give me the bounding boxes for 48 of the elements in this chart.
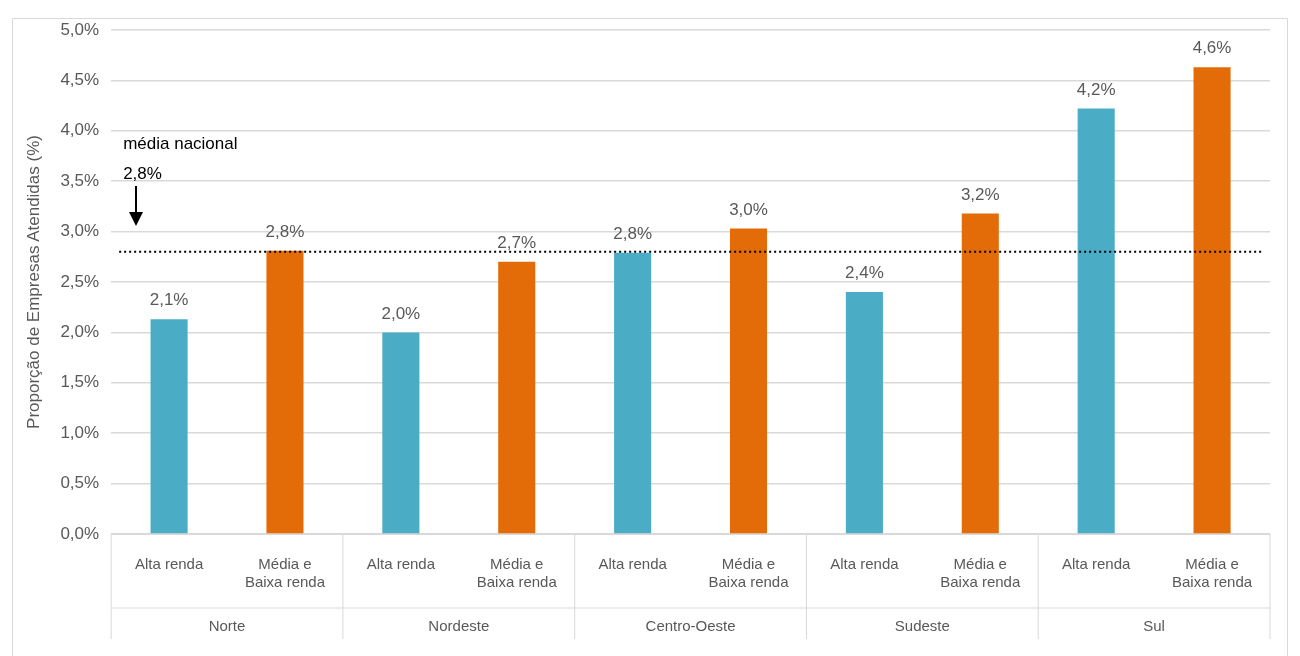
y-tick-label: 5,0%: [60, 19, 100, 39]
bar: [266, 250, 304, 534]
y-tick-label: 2,5%: [60, 271, 100, 291]
bar: [1193, 67, 1231, 534]
x-tick-label: Média e Baixa renda: [940, 555, 1021, 591]
y-tick-label: 1,0%: [60, 422, 100, 442]
x-tick-label: Alta renda: [1061, 555, 1132, 573]
ref-line-label: média nacional 2,8%: [123, 133, 238, 183]
x-tick-label: Alta renda: [134, 555, 204, 573]
x-tick-label: Média e Baixa renda: [708, 555, 790, 591]
data-label: 3,2%: [960, 184, 1000, 204]
x-tick-label: Média e Baixa renda: [244, 555, 326, 591]
x-tick-label: Média e Baixa renda: [1172, 555, 1253, 591]
text: Centro-Oeste: [645, 617, 736, 635]
data-label: 2,8%: [613, 223, 653, 243]
y-tick-label: 4,5%: [60, 70, 100, 90]
bar: [150, 319, 188, 534]
x-tick-label: Alta renda: [366, 555, 436, 573]
y-tick-label: 4,0%: [60, 120, 100, 140]
bar: [961, 213, 999, 534]
text: Nordeste: [428, 617, 490, 635]
y-tick-label: 0,0%: [60, 523, 100, 543]
data-label: 2,4%: [845, 263, 884, 283]
bar: [498, 261, 536, 534]
y-axis-title: Proporção de Empresas Atendidas (%): [23, 135, 43, 429]
bar: [614, 252, 652, 534]
x-tick-label: Alta renda: [830, 555, 900, 573]
y-tick-label: 1,5%: [60, 372, 100, 392]
x-tick-label: Alta renda: [598, 555, 668, 573]
y-tick-label: 0,5%: [60, 473, 100, 493]
data-label: 2,7%: [497, 233, 537, 253]
data-label: 4,6%: [1192, 38, 1232, 58]
bar: [845, 292, 883, 534]
data-label: 2,8%: [265, 221, 305, 241]
text: Sudeste: [894, 617, 950, 635]
data-label: 4,2%: [1076, 79, 1116, 99]
data-label: 2,0%: [381, 303, 421, 323]
data-label: 2,1%: [149, 290, 189, 310]
y-tick-label: 2,0%: [60, 322, 100, 342]
x-tick-label: Média e Baixa renda: [476, 555, 558, 591]
text: Sul: [1143, 617, 1165, 635]
y-tick-label: 3,0%: [60, 221, 100, 241]
bar: [729, 228, 768, 534]
text: Norte: [208, 617, 246, 635]
bar: [1077, 108, 1115, 534]
y-tick-label: 3,5%: [60, 170, 100, 190]
bar: [382, 332, 420, 534]
data-label: 3,0%: [729, 199, 768, 219]
